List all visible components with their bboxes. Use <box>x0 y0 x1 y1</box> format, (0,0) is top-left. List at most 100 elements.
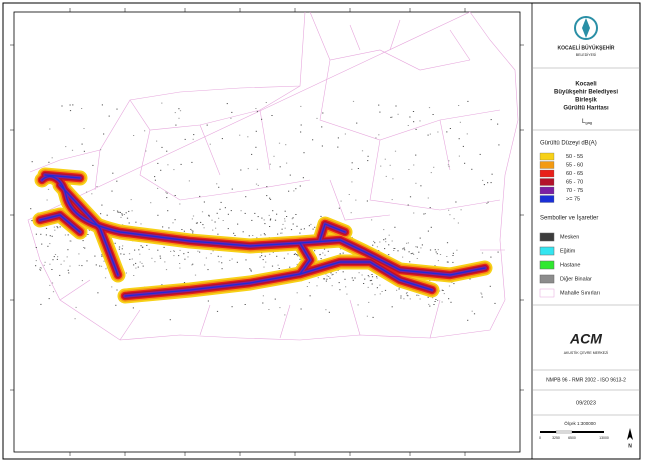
building <box>247 168 249 170</box>
building <box>409 196 412 198</box>
building <box>173 255 175 257</box>
building <box>221 268 223 270</box>
building <box>312 228 314 230</box>
building <box>437 300 439 301</box>
building <box>139 253 141 255</box>
building <box>199 251 201 253</box>
building <box>324 254 326 256</box>
building <box>423 213 425 215</box>
building <box>184 258 186 260</box>
building <box>368 301 370 303</box>
building <box>101 204 103 206</box>
building <box>277 264 279 266</box>
building <box>429 207 431 209</box>
building <box>51 235 53 237</box>
building <box>413 212 415 214</box>
building <box>39 268 41 270</box>
building <box>178 108 180 110</box>
building <box>393 248 395 249</box>
symbol-swatch <box>539 274 555 284</box>
building <box>323 248 326 250</box>
building <box>268 309 270 310</box>
building <box>78 264 80 266</box>
building <box>379 284 381 286</box>
symbol-swatch <box>539 288 555 298</box>
building <box>299 232 301 234</box>
building <box>388 254 390 256</box>
building <box>69 240 71 242</box>
building <box>277 233 279 235</box>
building <box>441 301 443 303</box>
building <box>105 268 107 270</box>
building <box>67 269 69 271</box>
building <box>300 308 302 310</box>
building <box>168 227 170 229</box>
building <box>131 210 133 212</box>
building <box>212 250 214 252</box>
building <box>457 222 459 224</box>
building <box>167 210 169 212</box>
noise-swatch <box>539 161 555 169</box>
noise-swatch <box>539 186 555 195</box>
building <box>104 277 107 279</box>
building <box>264 223 266 225</box>
noise-band <box>59 184 119 276</box>
building <box>220 201 222 203</box>
building <box>266 195 268 197</box>
building <box>436 253 438 255</box>
building <box>335 272 337 274</box>
building <box>265 261 267 263</box>
building <box>47 245 49 247</box>
building <box>378 134 380 136</box>
building <box>383 239 385 241</box>
building <box>138 249 140 251</box>
building <box>446 131 448 133</box>
building <box>300 124 302 126</box>
building <box>256 111 258 113</box>
building <box>39 267 41 269</box>
building <box>371 276 374 278</box>
building <box>400 295 402 297</box>
building <box>279 166 281 168</box>
north-arrow <box>627 428 633 440</box>
building <box>448 298 450 300</box>
building <box>344 133 346 135</box>
building <box>437 249 439 251</box>
symbol-label: Mahalle Sınırları <box>560 290 600 296</box>
building <box>41 243 43 245</box>
building <box>146 244 148 246</box>
building <box>339 289 341 291</box>
building <box>173 169 175 171</box>
building <box>262 302 264 304</box>
building <box>330 272 332 274</box>
building <box>40 267 42 269</box>
building <box>49 284 51 286</box>
building <box>139 261 141 263</box>
building <box>40 233 42 235</box>
district-boundaries <box>27 11 519 341</box>
building <box>342 252 344 254</box>
building <box>453 218 455 220</box>
building <box>270 218 272 220</box>
logo-ring <box>574 16 598 40</box>
noise-band <box>39 214 81 233</box>
building <box>338 207 340 209</box>
building <box>81 108 83 109</box>
building <box>56 258 58 260</box>
building <box>449 128 451 129</box>
building <box>69 104 71 106</box>
building <box>323 278 326 280</box>
title-line: Kocaeli <box>575 82 597 88</box>
building <box>388 244 390 246</box>
building <box>115 304 117 306</box>
building <box>403 298 405 300</box>
building <box>121 214 123 216</box>
building <box>430 172 432 174</box>
building <box>354 277 356 279</box>
building <box>190 228 192 230</box>
building <box>471 310 473 312</box>
building <box>100 265 103 267</box>
noise-swatch <box>539 169 555 178</box>
building <box>70 240 72 242</box>
